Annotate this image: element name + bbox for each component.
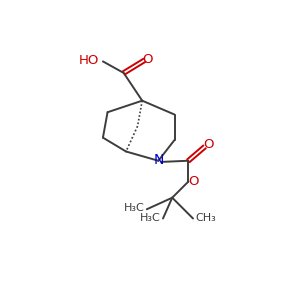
Text: O: O [203, 138, 213, 151]
Text: O: O [188, 175, 198, 188]
Text: HO: HO [79, 54, 100, 67]
Text: CH₃: CH₃ [195, 214, 216, 224]
Text: H₃C: H₃C [124, 203, 145, 213]
Text: H₃C: H₃C [140, 214, 161, 224]
Text: N: N [153, 153, 164, 166]
Text: O: O [143, 52, 153, 66]
